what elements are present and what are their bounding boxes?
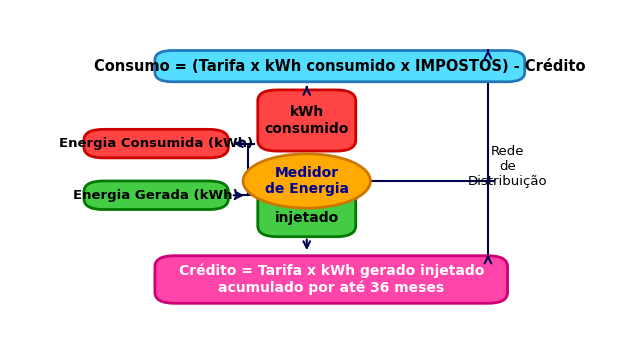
FancyBboxPatch shape <box>84 181 228 210</box>
Text: Rede
de
Distribuição: Rede de Distribuição <box>468 144 547 187</box>
Text: Consumo = (Tarifa x kWh consumido x IMPOSTOS) - Crédito: Consumo = (Tarifa x kWh consumido x IMPO… <box>94 59 586 74</box>
Text: Energia Gerada (kWh): Energia Gerada (kWh) <box>73 189 239 202</box>
FancyBboxPatch shape <box>258 90 356 151</box>
FancyBboxPatch shape <box>84 129 228 158</box>
Ellipse shape <box>243 154 370 208</box>
Text: Medidor
de Energia: Medidor de Energia <box>265 166 349 196</box>
Text: Energia Consumida (kWh): Energia Consumida (kWh) <box>59 137 253 150</box>
Text: kWh
injetado: kWh injetado <box>275 195 339 225</box>
Text: Crédito = Tarifa x kWh gerado injetado
acumulado por até 36 meses: Crédito = Tarifa x kWh gerado injetado a… <box>179 264 484 295</box>
FancyBboxPatch shape <box>258 183 356 237</box>
FancyBboxPatch shape <box>155 50 525 82</box>
Text: kWh
consumido: kWh consumido <box>265 106 349 136</box>
FancyBboxPatch shape <box>155 256 507 303</box>
